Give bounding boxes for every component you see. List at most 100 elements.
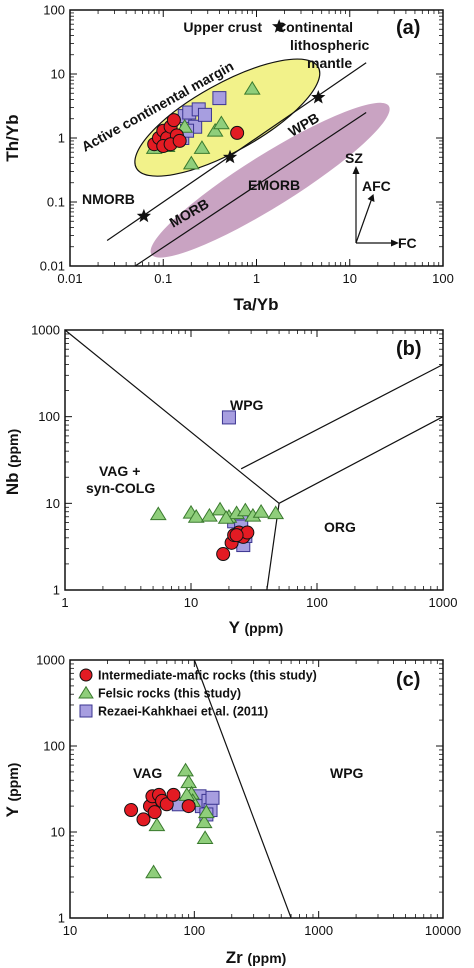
x-tick-label: 0.1: [154, 271, 172, 286]
felsic-point: [252, 503, 270, 518]
panel-c-xlabel-main: Zr: [226, 948, 243, 967]
panel-c-xlabel: Zr (ppm): [226, 948, 287, 967]
ref-label-clm-2: lithospheric: [290, 37, 370, 53]
intermediate-point: [159, 797, 174, 812]
felsic-point: [212, 115, 230, 130]
felsic-point: [149, 506, 167, 521]
panel-a-points: [136, 19, 326, 223]
x-tick-label: 10: [343, 271, 357, 286]
panel-c-boundaries: [193, 659, 292, 919]
vector-arrowheads: [352, 166, 399, 247]
x-tick-label: 100: [306, 595, 328, 610]
vector-label-afc: AFC: [362, 178, 391, 194]
boundary-vag-wpg: [64, 329, 280, 504]
field-label-wpg-c: WPG: [330, 765, 364, 781]
felsic-point: [196, 830, 214, 845]
panel-c-label: (c): [396, 669, 420, 691]
panel-c-ylabel-main: Y: [3, 805, 22, 817]
panel-c-ylabel-unit: (ppm): [5, 763, 21, 802]
panel-a-ticks: 0.01 0.1 1 10 100 0.01 0.1 1 10 100: [40, 3, 454, 287]
legend: Intermediate-mafic rocks (this study) Fel…: [78, 668, 317, 719]
felsic-point: [182, 155, 200, 170]
felsic-point: [267, 505, 285, 520]
field-label-vag-2: syn-COLG: [86, 480, 155, 496]
field-label-vag-1: VAG +: [99, 463, 140, 479]
y-tick-label: 1: [58, 911, 65, 926]
panel-b-boundaries: [64, 329, 444, 591]
felsic-point: [148, 817, 166, 832]
panel-b-xlabel: Y (ppm): [229, 618, 284, 637]
intermediate-point: [230, 125, 245, 140]
boundary-wpg-org: [278, 416, 444, 504]
felsic-point: [197, 804, 215, 819]
boundary-vag-wpg-c: [193, 659, 292, 919]
x-tick-label: 100: [183, 923, 205, 938]
intermediate-point: [181, 799, 196, 814]
intermediate-point: [172, 133, 187, 148]
felsic-point: [195, 814, 213, 829]
panel-b-frame: [64, 329, 444, 591]
y-tick-label: 10: [46, 496, 60, 511]
felsic-point: [78, 685, 94, 699]
x-tick-label: 10: [184, 595, 198, 610]
panel-c-ylabel: Y (ppm): [3, 763, 22, 818]
y-tick-label: 10: [51, 67, 65, 82]
legend-label: Intermediate-mafic rocks (this study): [98, 669, 317, 683]
legend-label: Rezaei-Kahkhaei et al. (2011): [98, 705, 268, 719]
rezaei-point: [197, 107, 212, 122]
y-tick-label: 100: [43, 3, 65, 18]
intermediate-point: [229, 528, 244, 543]
rezaei-point: [205, 790, 220, 805]
panel-a: 0.01 0.1 1 10 100 0.01 0.1 1 10 100 (a) Ta/Yb Th/…: [3, 3, 454, 315]
reference-star: [222, 149, 238, 164]
vector-diagram: [355, 170, 394, 244]
reference-star: [311, 90, 326, 104]
y-tick-label: 100: [38, 409, 60, 424]
vector-sz-arrowhead: [352, 166, 360, 174]
intermediate-point: [166, 787, 181, 802]
x-tick-label: 0.01: [57, 271, 82, 286]
legend-label: Felsic rocks (this study): [98, 687, 241, 701]
panel-a-label: (a): [396, 17, 420, 39]
x-tick-label: 1000: [429, 595, 458, 610]
panel-b-xlabel-unit: (ppm): [244, 620, 283, 636]
felsic-point: [180, 774, 198, 789]
rezaei-point: [79, 704, 93, 718]
panel-c-xlabel-unit: (ppm): [247, 950, 286, 966]
felsic-point: [145, 864, 162, 879]
x-tick-label: 1: [61, 595, 68, 610]
panel-b-points: [149, 410, 285, 562]
y-tick-label: 0.01: [40, 259, 65, 274]
vector-afc: [355, 197, 373, 244]
ref-label-upper-crust: Upper crust: [183, 19, 262, 35]
ref-label-emorb: EMORB: [248, 177, 300, 193]
mantle-array-upper-line: [106, 62, 367, 242]
vector-label-sz: SZ: [345, 150, 363, 166]
y-tick-label: 1000: [31, 323, 60, 338]
y-tick-label: 1: [53, 583, 60, 598]
vector-label-fc: FC: [398, 235, 417, 251]
y-tick-label: 0.1: [47, 195, 65, 210]
y-tick-label: 100: [43, 739, 65, 754]
boundary-wpg-upper: [240, 363, 444, 470]
felsic-point: [211, 501, 229, 516]
felsic-point: [177, 762, 194, 777]
reference-star: [272, 19, 287, 33]
panel-b-ylabel-unit: (ppm): [5, 429, 21, 468]
x-tick-label: 100: [432, 271, 454, 286]
mantle-array-lower-line: [134, 112, 367, 267]
ref-label-clm-3: mantle: [307, 55, 352, 71]
panel-a-ylabel: Th/Yb: [3, 114, 22, 161]
felsic-point: [187, 508, 205, 523]
felsic-point: [206, 122, 224, 137]
panel-c-points: [124, 762, 220, 879]
panel-a-xlabel: Ta/Yb: [233, 295, 278, 314]
felsic-point: [243, 80, 261, 95]
rezaei-point: [212, 91, 227, 106]
intermediate-point: [124, 803, 139, 818]
y-tick-label: 1000: [36, 653, 65, 668]
panel-b-ticks: 1 10 100 1000 1 10 100 1000: [31, 323, 457, 611]
